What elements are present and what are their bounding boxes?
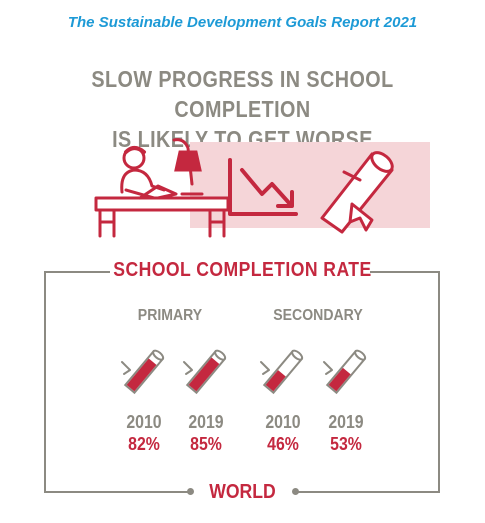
- rate-primary-2019: 85%: [190, 434, 222, 454]
- pink-panel: [190, 142, 430, 228]
- diploma-primary-2010: [121, 349, 165, 395]
- frame-top-left: [44, 271, 110, 273]
- diploma-fill: [328, 367, 351, 392]
- student-studying-icon: [94, 146, 230, 238]
- lamp-icon: [172, 138, 204, 196]
- diploma-fill: [188, 357, 220, 392]
- diploma-secondary-2019: [323, 349, 367, 395]
- rate-secondary-2010: 46%: [267, 434, 299, 454]
- year-primary-2019: 2019: [188, 412, 224, 432]
- year-primary-2010: 2010: [126, 412, 162, 432]
- frame-bottom-right: [296, 491, 440, 493]
- hero-illustration: [94, 138, 430, 238]
- group-label-primary: PRIMARY: [137, 307, 203, 324]
- diploma-fill: [265, 370, 286, 392]
- year-secondary-2010: 2010: [265, 412, 301, 432]
- year-secondary-2019: 2019: [328, 412, 364, 432]
- headline-line-1: SLOW PROGRESS IN SCHOOL COMPLETION: [91, 66, 394, 122]
- diploma-primary-2019: [183, 349, 227, 395]
- diploma-fill: [126, 358, 157, 392]
- section-title: SCHOOL COMPLETION RATE: [113, 259, 372, 281]
- diploma-secondary-2010: [260, 349, 304, 395]
- frame-bottom-left: [44, 491, 190, 493]
- frame-top-right: [370, 271, 440, 273]
- diploma-icon: [320, 151, 394, 234]
- frame-dot-right: [292, 488, 299, 495]
- frame-dot-left: [187, 488, 194, 495]
- world-label: WORLD: [209, 481, 276, 503]
- rate-secondary-2019: 53%: [330, 434, 362, 454]
- report-title: The Sustainable Development Goals Report…: [67, 14, 418, 31]
- downward-trend-icon: [228, 158, 298, 216]
- frame-right: [438, 271, 440, 492]
- frame-left: [44, 271, 46, 492]
- group-label-secondary: SECONDARY: [273, 307, 363, 324]
- rate-primary-2010: 82%: [128, 434, 160, 454]
